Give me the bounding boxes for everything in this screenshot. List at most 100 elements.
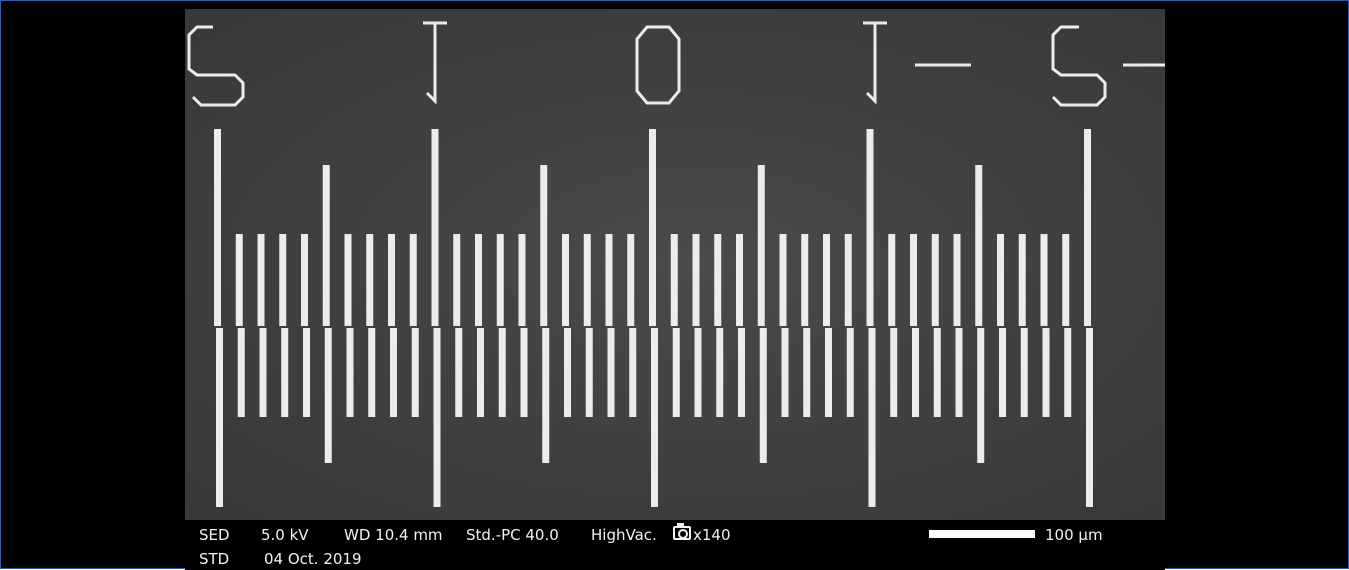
upper-scale-bar	[366, 234, 374, 326]
upper-scale-bar	[583, 234, 591, 326]
lower-scale-bar	[585, 328, 593, 417]
probe-current-label: Std.-PC 40.0	[466, 526, 559, 544]
upper-scale-bar	[322, 165, 330, 326]
upper-scale-bar	[779, 234, 787, 326]
upper-scale-bar	[301, 234, 308, 326]
upper-scale-bar	[388, 234, 395, 326]
lower-scale-bar	[999, 328, 1006, 417]
sem-info-bar: SED 5.0 kV WD 10.4 mm Std.-PC 40.0 HighV…	[185, 520, 1165, 570]
lower-scale-bar	[1020, 328, 1028, 417]
lower-scale-bar	[520, 328, 528, 417]
digit-0	[635, 25, 681, 105]
lower-scale-bar	[324, 328, 332, 463]
lower-scale-bar	[542, 328, 550, 463]
upper-scale-bar	[627, 234, 635, 326]
mirrored-scale-digits	[187, 21, 1165, 107]
upper-scale-bar	[714, 234, 722, 326]
lower-scale-bar	[1064, 328, 1072, 417]
lower-scale-bar	[433, 328, 441, 507]
lower-scale-bar	[216, 328, 223, 507]
lower-scale-bar	[629, 328, 637, 417]
lower-scale-bar	[607, 328, 615, 417]
lower-scale-bar	[977, 328, 985, 463]
lower-scale-bar	[846, 328, 854, 417]
upper-scale-bar	[997, 234, 1004, 326]
lower-scale-bar	[912, 328, 919, 417]
working-distance-label: WD 10.4 mm	[344, 526, 443, 544]
lower-scale-bar	[890, 328, 898, 417]
lower-scale-bar	[303, 328, 310, 417]
digit-2-left	[187, 25, 245, 107]
lower-scale-bar	[390, 328, 397, 417]
upper-scale-bar	[931, 234, 939, 326]
scale-bar-label: 100 µm	[1045, 526, 1103, 544]
upper-scale-bar	[257, 234, 265, 326]
scale-bar	[929, 530, 1035, 538]
voltage-label: 5.0 kV	[261, 526, 309, 544]
upper-scale-bar	[540, 165, 548, 326]
upper-scale-bar	[1018, 234, 1026, 326]
lower-scale-bar	[738, 328, 745, 417]
digit-1-right	[863, 21, 887, 105]
lower-scale-bar	[1086, 328, 1093, 507]
lower-scale-bar	[411, 328, 419, 417]
lower-scale-bar	[281, 328, 289, 417]
upper-scale-bar	[409, 234, 417, 326]
upper-scale-bar	[518, 234, 526, 326]
upper-scale-bar	[757, 165, 765, 326]
date-label: 04 Oct. 2019	[264, 550, 362, 568]
lower-scale-bar	[651, 328, 658, 507]
detector-label: SED	[199, 526, 230, 544]
lower-scale-bar	[455, 328, 463, 417]
upper-scale-bar	[975, 165, 983, 326]
upper-scale-bar	[736, 234, 743, 326]
vernier-bars	[214, 129, 1093, 507]
lower-scale-bar	[803, 328, 811, 417]
lower-scale-bar	[868, 328, 876, 507]
lower-scale-bar	[933, 328, 941, 417]
lower-scale-bar	[759, 328, 767, 463]
upper-scale-bar	[953, 234, 961, 326]
upper-scale-bar	[910, 234, 917, 326]
upper-scale-bar	[214, 129, 221, 326]
lower-scale-bar	[1042, 328, 1050, 417]
upper-scale-bar	[844, 234, 852, 326]
lower-scale-bar	[237, 328, 245, 417]
upper-scale-bar	[888, 234, 896, 326]
upper-scale-bar	[692, 234, 700, 326]
lower-scale-bar	[825, 328, 832, 417]
digit-2-right	[1051, 25, 1107, 107]
lower-scale-bar	[498, 328, 506, 417]
lower-scale-bar	[259, 328, 267, 417]
lower-scale-bar	[716, 328, 724, 417]
upper-scale-bar	[1040, 234, 1048, 326]
lower-scale-bar	[694, 328, 702, 417]
camera-icon	[673, 523, 691, 540]
upper-scale-bar	[1062, 234, 1070, 326]
vernier-pattern	[187, 21, 1165, 507]
upper-scale-bar	[344, 234, 352, 326]
lower-scale-bar	[477, 328, 484, 417]
upper-scale-bar	[1084, 129, 1091, 326]
mode-label: STD	[199, 550, 230, 568]
upper-scale-bar	[431, 129, 439, 326]
lower-scale-bar	[346, 328, 354, 417]
upper-scale-bar	[235, 234, 243, 326]
lower-scale-bar	[955, 328, 963, 417]
magnification-label: x140	[693, 526, 731, 544]
upper-scale-bar	[823, 234, 830, 326]
upper-scale-bar	[605, 234, 613, 326]
vacuum-label: HighVac.	[591, 526, 657, 544]
upper-scale-bar	[279, 234, 287, 326]
upper-scale-bar	[866, 129, 874, 326]
upper-scale-bar	[562, 234, 569, 326]
upper-scale-bar	[801, 234, 809, 326]
upper-scale-bar	[649, 129, 656, 326]
lower-scale-bar	[672, 328, 680, 417]
lower-scale-bar	[368, 328, 376, 417]
lower-scale-bar	[564, 328, 571, 417]
digit-1-left	[423, 21, 447, 105]
lower-scale-bar	[781, 328, 789, 417]
upper-scale-bar	[670, 234, 678, 326]
